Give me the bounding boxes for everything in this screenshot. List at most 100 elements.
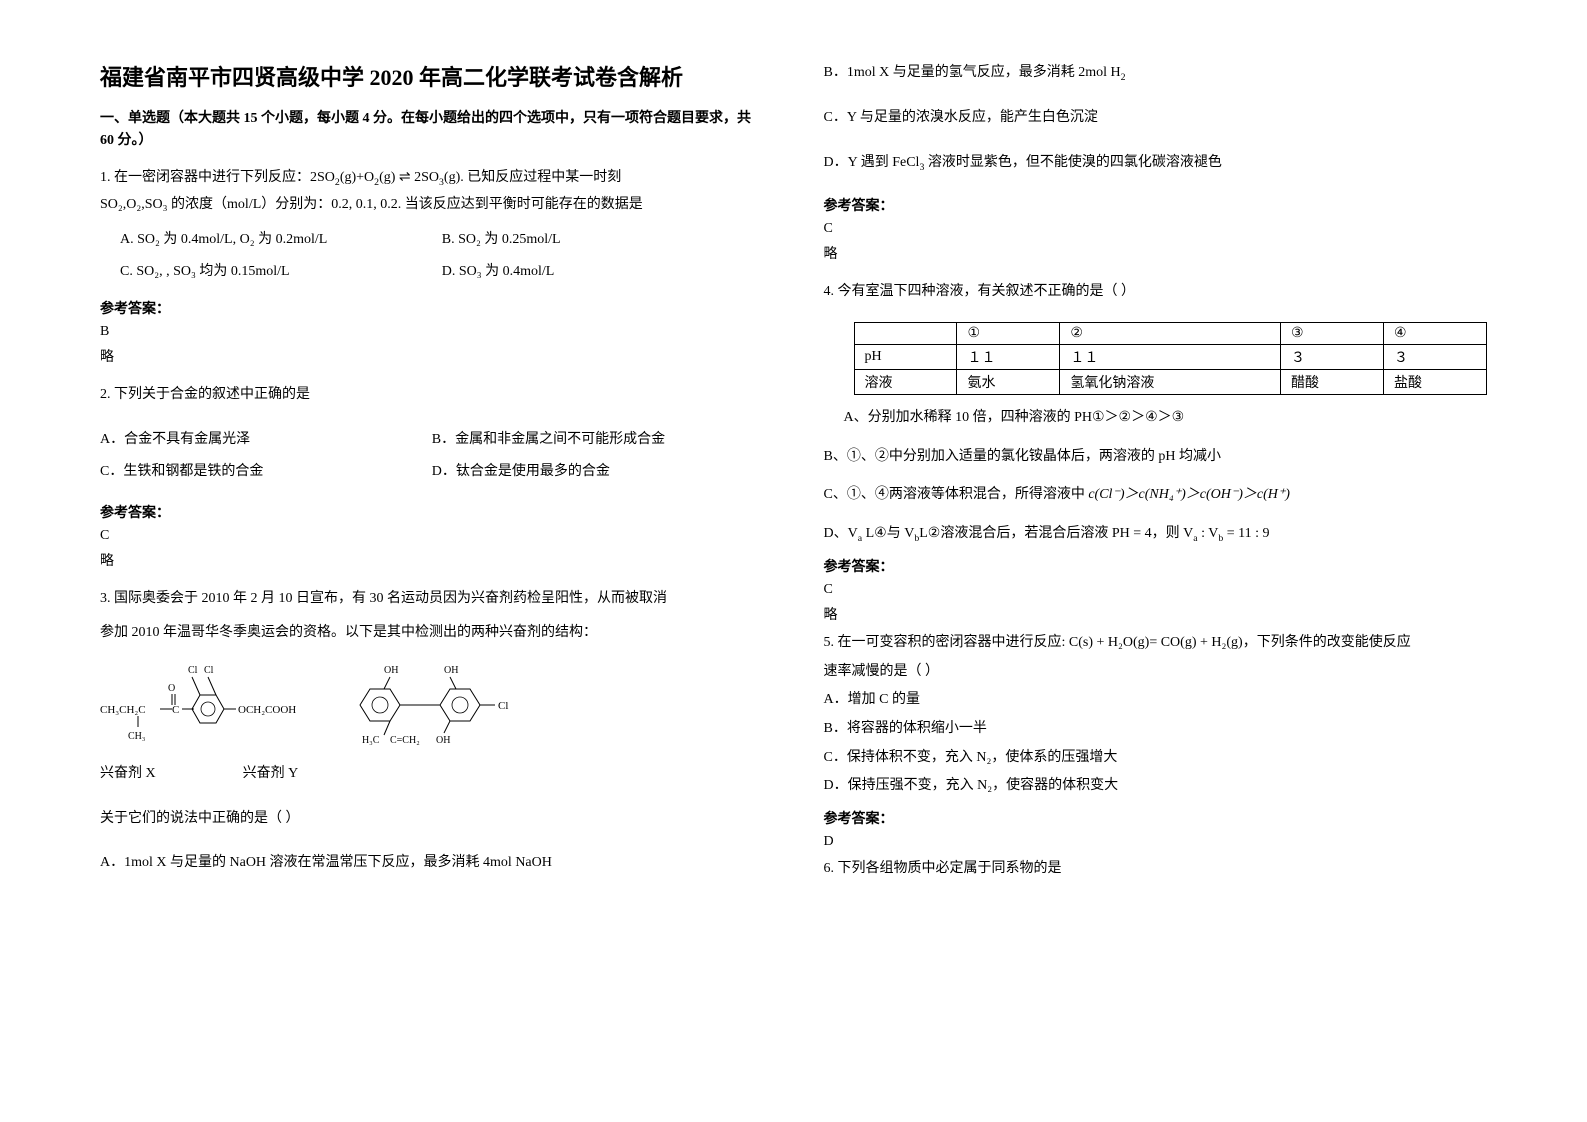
q3-stem1: 3. 国际奥委会于 2010 年 2 月 10 日宣布，有 30 名运动员因为兴…	[100, 586, 764, 613]
q1-answer: B	[100, 324, 764, 340]
sy-oh1: OH	[384, 665, 398, 676]
q5-optA: A．增加 C 的量	[824, 687, 1488, 714]
q1-optA: A. SO₂ 为 0.4mol/L, O₂ 为 0.2mol/L	[100, 227, 442, 254]
q3-answer-label: 参考答案：	[824, 195, 1488, 215]
q1-text-b: (g)+O	[340, 170, 374, 185]
q4-t-r3c4: 醋酸	[1281, 370, 1384, 395]
q3-optC: C．Y 与足量的浓溴水反应，能产生白色沉淀	[824, 105, 1488, 132]
right-column: B．1mol X 与足量的氢气反应，最多消耗 2mol H2 C．Y 与足量的浓…	[824, 60, 1488, 1062]
q4-t-r1c5: ④	[1383, 323, 1486, 345]
sx-o: O	[168, 683, 175, 694]
q4-t-r1c1	[854, 323, 957, 345]
q3-optD: D．Y 遇到 FeCl3 溶液时显紫色，但不能使溴的四氯化碳溶液褪色	[824, 150, 1488, 177]
q4-t-r3c2: 氨水	[957, 370, 1060, 395]
q4-t-r1c3: ②	[1060, 323, 1281, 345]
q2-answer: C	[100, 528, 764, 544]
struct-y: OH OH Cl H₃C C=CH₂ OH	[340, 661, 530, 751]
q4-t-r2c3: １１	[1060, 345, 1281, 370]
q1-line2: SO₂,O₂,SO₃ 的浓度（mol/L）分别为：0.2, 0.1, 0.2. …	[100, 197, 643, 212]
q4-optD-e: = 11 : 9	[1223, 526, 1269, 541]
q4-t-r2c2: １１	[957, 345, 1060, 370]
q1-optB: B. SO₂ 为 0.25mol/L	[442, 227, 764, 254]
q3-note: 略	[824, 243, 1488, 263]
q4-t-r2c4: ３	[1281, 345, 1384, 370]
sy-cl: Cl	[498, 700, 508, 712]
sx-ch3: CH₃	[128, 731, 145, 742]
q4-t-r2c5: ３	[1383, 345, 1486, 370]
q2-options-row1: A．合金不具有金属光泽 B．金属和非金属之间不可能形成合金	[100, 427, 764, 454]
q4-answer: C	[824, 582, 1488, 598]
q4-optC-b: c(Cl⁻)＞c(NH₄⁺)＞c(OH⁻)＞c(H⁺)	[1088, 487, 1290, 502]
q1-options-row1: A. SO₂ 为 0.4mol/L, O₂ 为 0.2mol/L B. SO₂ …	[100, 227, 764, 254]
q4-t-r3c5: 盐酸	[1383, 370, 1486, 395]
exam-title: 福建省南平市四贤高级中学 2020 年高二化学联考试卷含解析	[100, 60, 764, 92]
table-row: ① ② ③ ④	[854, 323, 1487, 345]
q3-optD-b: 溶液时显紫色，但不能使溴的四氯化碳溶液褪色	[924, 155, 1222, 170]
q1-note: 略	[100, 346, 764, 366]
q3-optB-text: B．1mol X 与足量的氢气反应，最多消耗 2mol H	[824, 65, 1121, 80]
q3-optA: A．1mol X 与足量的 NaOH 溶液在常温常压下反应，最多消耗 4mol …	[100, 850, 764, 877]
q5-answer-label: 参考答案：	[824, 808, 1488, 828]
q4-table: ① ② ③ ④ pH １１ １１ ３ ３ 溶液 氨水 氢氧化钠溶液 醋酸 盐酸	[854, 322, 1488, 395]
left-column: 福建省南平市四贤高级中学 2020 年高二化学联考试卷含解析 一、单选题（本大题…	[100, 60, 764, 1062]
sx-ch3ch2c: CH₃CH₂C	[100, 704, 146, 716]
sx-och2cooh: OCH₂COOH	[238, 704, 296, 716]
struct-x-svg: Cl Cl O CH₃CH₂C C OCH₂COOH CH₃	[100, 661, 300, 751]
q4-optD-b: L④与 V	[862, 526, 914, 541]
sy-oh3: OH	[436, 735, 450, 746]
struct-x: Cl Cl O CH₃CH₂C C OCH₂COOH CH₃	[100, 661, 300, 751]
section-1-header: 一、单选题（本大题共 15 个小题，每小题 4 分。在每小题给出的四个选项中，只…	[100, 108, 764, 153]
q4-optD: D、Va L④与 VbL②溶液混合后，若混合后溶液 PH = 4，则 Va : …	[824, 521, 1488, 548]
q4-optD-a: D、V	[824, 526, 858, 541]
q4-optC-a: C、①、④两溶液等体积混合，所得溶液中	[824, 487, 1089, 502]
q2-note: 略	[100, 550, 764, 570]
q5-stem1: 5. 在一可变容积的密闭容器中进行反应: C(s) + H₂O(g)= CO(g…	[824, 630, 1488, 657]
q1-optC: C. SO₂, , SO₃ 均为 0.15mol/L	[100, 259, 442, 286]
q4-t-r1c4: ③	[1281, 323, 1384, 345]
sy-oh2: OH	[444, 665, 458, 676]
q1-text-a: 1. 在一密闭容器中进行下列反应：2SO	[100, 170, 335, 185]
q5-stem2: 速率减慢的是（ ）	[824, 659, 1488, 686]
sy-h3c: H₃C	[362, 735, 380, 746]
q1-answer-label: 参考答案：	[100, 298, 764, 318]
q5-optC: C．保持体积不变，充入 N₂，使体系的压强增大	[824, 745, 1488, 772]
q5-optD: D．保持压强不变，充入 N₂，使容器的体积变大	[824, 773, 1488, 800]
q2-optA: A．合金不具有金属光泽	[100, 427, 432, 454]
q3-labelX: 兴奋剂 X	[100, 766, 156, 781]
q4-t-r3c1: 溶液	[854, 370, 957, 395]
q4-optD-c: L②溶液混合后，若混合后溶液 PH = 4，则 V	[919, 526, 1193, 541]
q1-optD: D. SO₃ 为 0.4mol/L	[442, 259, 764, 286]
q2-optC: C．生铁和钢都是铁的合金	[100, 459, 432, 486]
q3-structures: Cl Cl O CH₃CH₂C C OCH₂COOH CH₃	[100, 661, 764, 751]
sx-c: C	[172, 704, 179, 716]
q4-optC: C、①、④两溶液等体积混合，所得溶液中 c(Cl⁻)＞c(NH₄⁺)＞c(OH⁻…	[824, 482, 1488, 509]
q4-answer-label: 参考答案：	[824, 556, 1488, 576]
q4-t-r1c2: ①	[957, 323, 1060, 345]
q4-stem: 4. 今有室温下四种溶液，有关叙述不正确的是（ ）	[824, 279, 1488, 306]
q1-text-d: (g). 已知反应过程中某一时刻	[444, 170, 621, 185]
q4-t-r3c3: 氢氧化钠溶液	[1060, 370, 1281, 395]
q2-optB: B．金属和非金属之间不可能形成合金	[432, 427, 764, 454]
q1-options-row2: C. SO₂, , SO₃ 均为 0.15mol/L D. SO₃ 为 0.4m…	[100, 259, 764, 286]
q2-options-row2: C．生铁和钢都是铁的合金 D．钛合金是使用最多的合金	[100, 459, 764, 486]
q3-optB: B．1mol X 与足量的氢气反应，最多消耗 2mol H2	[824, 60, 1488, 87]
q6-stem: 6. 下列各组物质中必定属于同系物的是	[824, 856, 1488, 883]
q4-optA: A、分别加水稀释 10 倍，四种溶液的 PH①＞②＞④＞③	[824, 405, 1488, 432]
q1-text-c: (g) ⇌ 2SO	[379, 170, 439, 185]
q2-stem: 2. 下列关于合金的叙述中正确的是	[100, 382, 764, 409]
q3-sub: 关于它们的说法中正确的是（ ）	[100, 806, 764, 833]
q3-answer: C	[824, 221, 1488, 237]
q5-optB: B．将容器的体积缩小一半	[824, 716, 1488, 743]
table-row: 溶液 氨水 氢氧化钠溶液 醋酸 盐酸	[854, 370, 1487, 395]
q4-optB: B、①、②中分别加入适量的氯化铵晶体后，两溶液的 pH 均减小	[824, 444, 1488, 471]
q4-optD-d: : V	[1198, 526, 1219, 541]
sy-cch2: C=CH₂	[390, 735, 420, 746]
table-row: pH １１ １１ ３ ３	[854, 345, 1487, 370]
q3-labelY: 兴奋剂 Y	[243, 766, 299, 781]
q3-optD-a: D．Y 遇到 FeCl	[824, 155, 920, 170]
sx-cl1: Cl	[188, 665, 198, 676]
q4-note: 略	[824, 604, 1488, 624]
struct-y-svg: OH OH Cl H₃C C=CH₂ OH	[340, 661, 530, 751]
q2-optD: D．钛合金是使用最多的合金	[432, 459, 764, 486]
q4-t-r2c1: pH	[854, 345, 957, 370]
